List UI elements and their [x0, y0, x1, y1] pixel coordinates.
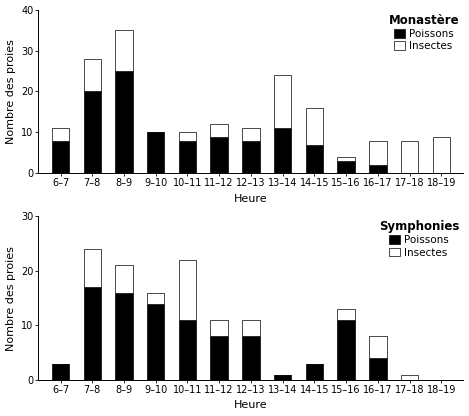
Bar — [83, 249, 101, 287]
Bar — [211, 336, 228, 380]
Bar — [242, 320, 260, 336]
Bar — [337, 309, 355, 320]
Bar — [83, 287, 101, 380]
Bar — [147, 292, 165, 304]
Y-axis label: Nombre des proies: Nombre des proies — [6, 246, 15, 351]
X-axis label: Heure: Heure — [234, 194, 268, 204]
Bar — [211, 136, 228, 173]
Bar — [52, 364, 69, 380]
Bar — [179, 141, 196, 173]
X-axis label: Heure: Heure — [234, 401, 268, 411]
Legend: Poissons, Insectes: Poissons, Insectes — [377, 218, 461, 260]
Y-axis label: Nombre des proies: Nombre des proies — [6, 39, 15, 144]
Bar — [179, 320, 196, 380]
Bar — [211, 124, 228, 136]
Legend: Poissons, Insectes: Poissons, Insectes — [386, 12, 461, 53]
Bar — [83, 59, 101, 92]
Bar — [369, 141, 386, 165]
Bar — [306, 364, 323, 380]
Bar — [432, 136, 450, 173]
Bar — [115, 265, 133, 292]
Bar — [369, 358, 386, 380]
Bar — [211, 320, 228, 336]
Bar — [306, 145, 323, 173]
Bar — [179, 132, 196, 141]
Bar — [115, 292, 133, 380]
Bar — [274, 374, 291, 380]
Bar — [52, 129, 69, 141]
Bar — [337, 161, 355, 173]
Bar — [274, 75, 291, 129]
Bar — [52, 141, 69, 173]
Bar — [369, 336, 386, 358]
Bar — [242, 336, 260, 380]
Bar — [115, 30, 133, 71]
Bar — [115, 71, 133, 173]
Bar — [242, 129, 260, 141]
Bar — [242, 141, 260, 173]
Bar — [337, 157, 355, 161]
Bar — [306, 108, 323, 145]
Bar — [179, 260, 196, 320]
Bar — [147, 132, 165, 173]
Bar — [274, 129, 291, 173]
Bar — [147, 304, 165, 380]
Bar — [401, 141, 418, 173]
Bar — [369, 165, 386, 173]
Bar — [83, 92, 101, 173]
Bar — [401, 374, 418, 380]
Bar — [337, 320, 355, 380]
